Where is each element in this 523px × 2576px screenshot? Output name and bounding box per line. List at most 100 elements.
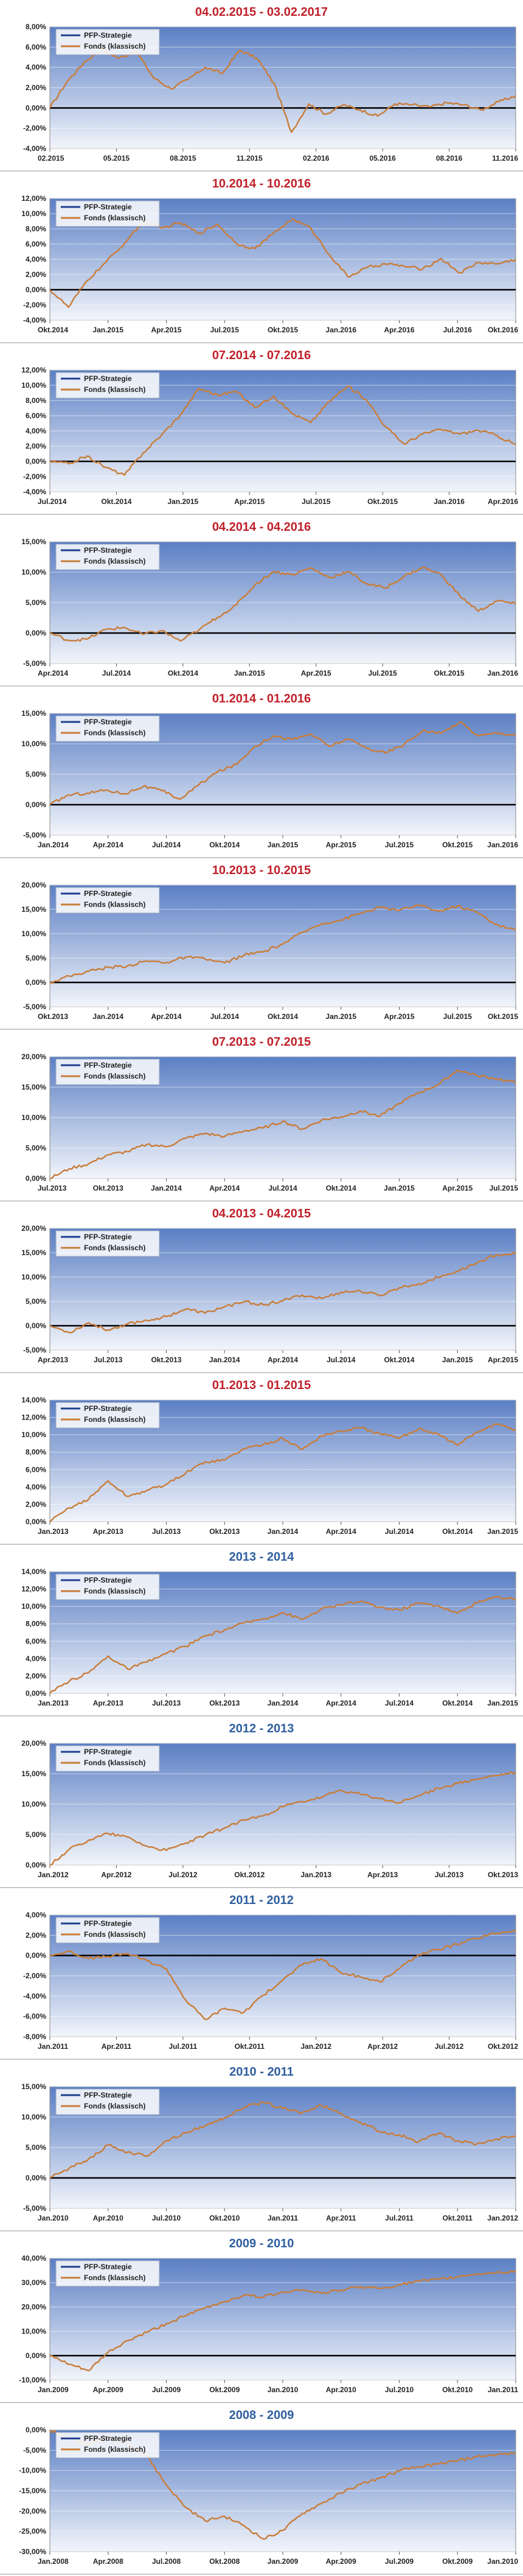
legend-label: Fonds (klassisch) — [84, 1415, 145, 1424]
y-tick-label: -5,00% — [23, 2204, 46, 2213]
x-tick-label: Jul.2009 — [385, 2557, 414, 2566]
x-tick-label: Jan.2015 — [268, 841, 299, 849]
x-tick-label: Jul.2008 — [152, 2557, 181, 2566]
chart-panel: 04.2013 - 04.2015 -5,00% 0,00% 5,00% 10,00% 1… — [0, 1202, 523, 1373]
x-tick-label: Okt.2010 — [442, 2385, 473, 2394]
legend-box — [55, 372, 160, 399]
chart-svg: 04.02.2015 - 03.02.2017 -4,00% -2,00% 0,00%… — [23, 5, 518, 163]
x-tick-label: Jan.2013 — [38, 1527, 69, 1536]
y-tick-label: 2,00% — [26, 1671, 46, 1680]
legend: PFP-Strategie Fonds (klassisch) — [55, 2088, 160, 2115]
x-tick-label: Jul.2011 — [168, 2042, 197, 2051]
x-tick-label: Jan.2015 — [234, 669, 265, 677]
x-tick-label: Jul.2014 — [102, 669, 131, 677]
chart-title: 2013 - 2014 — [229, 1550, 295, 1564]
y-tick-label: 0,00% — [26, 1517, 46, 1526]
y-tick-label: 10,00% — [21, 1430, 46, 1439]
chart-svg: 04.2014 - 04.2016 -5,00% 0,00% 5,00% 10,00% 1… — [21, 520, 518, 677]
x-tick-label: Jan.2011 — [488, 2385, 518, 2394]
x-tick-label: Jan.2011 — [38, 2042, 68, 2051]
x-tick-label: Okt.2014 — [268, 1012, 298, 1021]
x-tick-label: Jul.2010 — [385, 2385, 414, 2394]
chart-panel: 10.2014 - 10.2016 -4,00% -2,00% 0,00% 2,00% 4… — [0, 172, 523, 343]
chart-panel: 07.2013 - 07.2015 0,00% 5,00% 10,00% 15,00% 2… — [0, 1030, 523, 1202]
x-tick-label: Okt.2015 — [442, 841, 473, 849]
x-tick-label: Jul.2014 — [38, 497, 67, 506]
x-tick-label: Okt.2014 — [442, 1527, 473, 1536]
x-tick-label: Okt.2011 — [235, 2042, 265, 2051]
x-tick-label: Okt.2014 — [209, 841, 240, 849]
legend-label: Fonds (klassisch) — [84, 2102, 145, 2110]
x-tick-label: Jan.2016 — [434, 497, 465, 506]
y-tick-label: 4,00% — [26, 1654, 46, 1663]
x-tick-label: Jul.2015 — [385, 841, 414, 849]
y-tick-label: -10,00% — [19, 2466, 46, 2475]
legend-box — [55, 1745, 160, 1772]
y-tick-label: 4,00% — [26, 1911, 46, 1919]
y-tick-label: 15,00% — [21, 1248, 46, 1257]
x-tick-label: Jul.2013 — [152, 1699, 181, 1707]
chart-title: 01.2014 - 01.2016 — [212, 692, 311, 705]
y-tick-label: 5,00% — [26, 770, 46, 779]
x-tick-label: Okt.2010 — [209, 2214, 240, 2222]
chart-title: 04.2013 - 04.2015 — [212, 1207, 311, 1220]
y-tick-label: 6,00% — [26, 1465, 46, 1474]
y-tick-label: 10,00% — [21, 1800, 46, 1808]
y-tick-label: 2,00% — [26, 442, 46, 450]
y-tick-label: 12,00% — [21, 1413, 46, 1422]
x-tick-label: Jan.2014 — [92, 1012, 123, 1021]
chart-panel: 2008 - 2009 -30,00% -25,00% -20,00% -15,00% -… — [0, 2403, 523, 2575]
chart-svg: 2012 - 2013 0,00% 5,00% 10,00% 15,00% 20,00% J… — [21, 1722, 518, 1879]
chart-svg: 07.2013 - 07.2015 0,00% 5,00% 10,00% 15,00% 2… — [21, 1035, 518, 1192]
x-tick-label: Jan.2011 — [268, 2214, 298, 2222]
legend: PFP-Strategie Fonds (klassisch) — [55, 2432, 160, 2459]
y-tick-label: 0,00% — [26, 978, 46, 987]
legend-label: PFP-Strategie — [84, 1233, 132, 1241]
x-tick-label: Apr.2014 — [151, 1012, 181, 1021]
legend-label: Fonds (klassisch) — [84, 557, 145, 565]
legend-label: PFP-Strategie — [84, 2091, 132, 2099]
y-tick-label: 5,00% — [26, 598, 46, 607]
x-tick-label: Jan.2009 — [268, 2557, 299, 2566]
y-tick-label: -2,00% — [23, 124, 46, 133]
legend-label: PFP-Strategie — [84, 2263, 132, 2271]
x-tick-label: Apr.2015 — [326, 841, 356, 849]
legend: PFP-Strategie Fonds (klassisch) — [55, 29, 160, 55]
x-tick-label: Jul.2014 — [385, 1699, 414, 1707]
y-tick-label: -5,00% — [23, 1346, 46, 1354]
x-tick-label: Apr.2014 — [326, 1527, 356, 1536]
chart-title: 2011 - 2012 — [229, 1894, 294, 1907]
x-tick-label: Jul.2014 — [268, 1184, 297, 1192]
x-tick-label: Apr.2012 — [101, 1871, 131, 1879]
x-tick-label: Apr.2010 — [326, 2385, 356, 2394]
x-tick-label: Apr.2014 — [209, 1184, 240, 1192]
x-tick-label: Okt.2009 — [442, 2557, 473, 2566]
y-tick-label: 2,00% — [26, 1500, 46, 1508]
legend: PFP-Strategie Fonds (klassisch) — [55, 200, 160, 227]
legend-box — [55, 1917, 160, 1944]
x-tick-label: Jul.2013 — [435, 1871, 464, 1879]
chart-title: 04.2014 - 04.2016 — [212, 520, 311, 534]
x-tick-label: Apr.2010 — [93, 2214, 123, 2222]
x-tick-label: Jul.2011 — [385, 2214, 414, 2222]
legend: PFP-Strategie Fonds (klassisch) — [55, 715, 160, 742]
x-tick-label: Apr.2013 — [367, 1871, 398, 1879]
y-tick-label: 10,00% — [21, 209, 46, 218]
x-tick-label: Apr.2015 — [234, 497, 265, 506]
y-tick-label: 5,00% — [26, 954, 46, 962]
x-tick-label: Okt.2014 — [384, 1356, 414, 1364]
y-tick-label: 8,00% — [26, 396, 46, 405]
x-tick-label: Jul.2012 — [168, 1871, 198, 1879]
x-tick-label: Jan.2015 — [442, 1356, 473, 1364]
legend: PFP-Strategie Fonds (klassisch) — [55, 2260, 160, 2287]
x-tick-label: Apr.2014 — [38, 669, 68, 677]
y-tick-label: 20,00% — [21, 1052, 46, 1061]
y-tick-label: 0,00% — [26, 800, 46, 809]
chart-svg: 2011 - 2012 -8,00% -6,00% -4,00% -2,00% 0,00%… — [23, 1894, 518, 2051]
legend-box — [55, 887, 160, 914]
x-tick-label: Apr.2013 — [93, 1699, 123, 1707]
x-tick-label: Okt.2013 — [209, 1527, 240, 1536]
legend: PFP-Strategie Fonds (klassisch) — [55, 544, 160, 570]
chart-svg: 04.2013 - 04.2015 -5,00% 0,00% 5,00% 10,00% 1… — [21, 1207, 518, 1364]
x-tick-label: Jul.2013 — [38, 1184, 67, 1192]
